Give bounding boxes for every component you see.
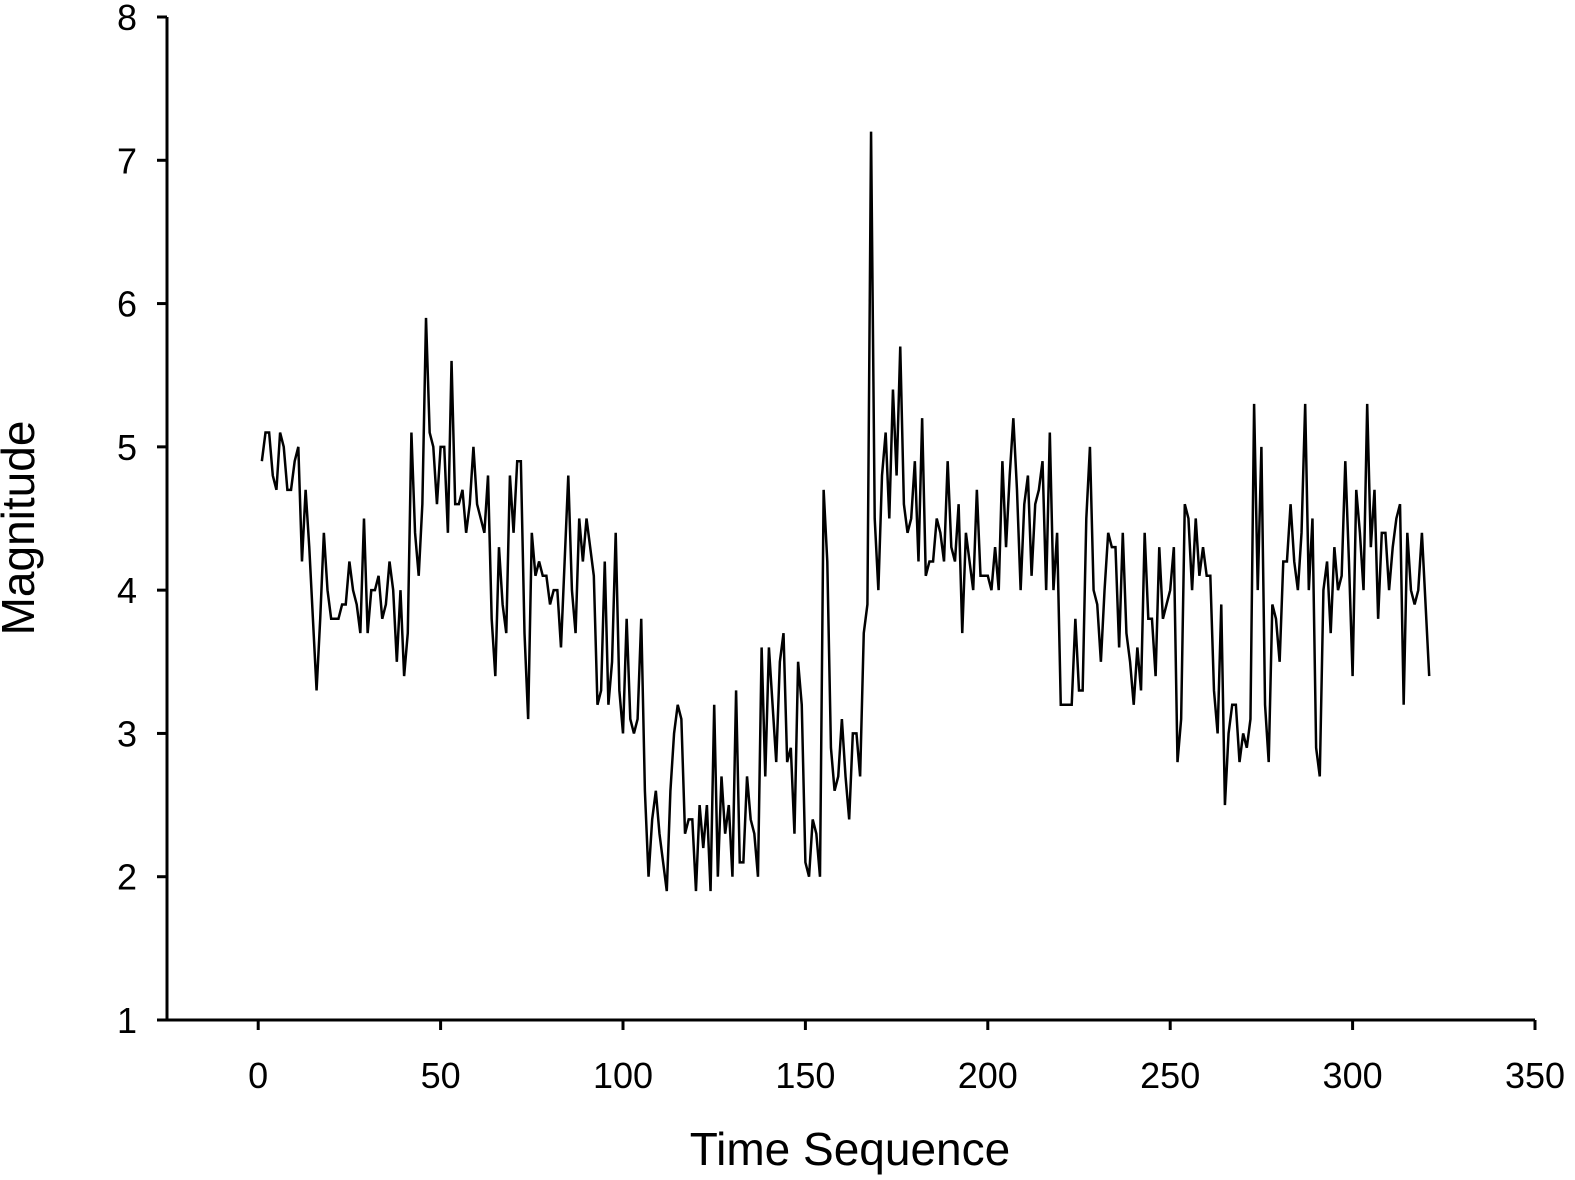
y-axis-title: Magnitude (0, 421, 44, 636)
x-tick-label: 0 (248, 1055, 268, 1096)
x-tick-label: 50 (421, 1055, 461, 1096)
x-axis-title: Time Sequence (690, 1123, 1010, 1175)
y-tick-label: 3 (117, 713, 137, 754)
y-tick-label: 2 (117, 857, 137, 898)
x-tick-label: 150 (775, 1055, 835, 1096)
x-tick-label: 250 (1140, 1055, 1200, 1096)
y-tick-label: 8 (117, 0, 137, 38)
x-tick-label: 350 (1505, 1055, 1565, 1096)
y-tick-label: 7 (117, 140, 137, 181)
y-tick-label: 5 (117, 427, 137, 468)
x-tick-label: 300 (1323, 1055, 1383, 1096)
y-tick-label: 1 (117, 1000, 137, 1041)
x-tick-label: 100 (593, 1055, 653, 1096)
y-tick-label: 6 (117, 284, 137, 325)
data-line (260, 131, 1431, 892)
x-tick-label: 200 (958, 1055, 1018, 1096)
y-tick-label: 4 (117, 570, 137, 611)
